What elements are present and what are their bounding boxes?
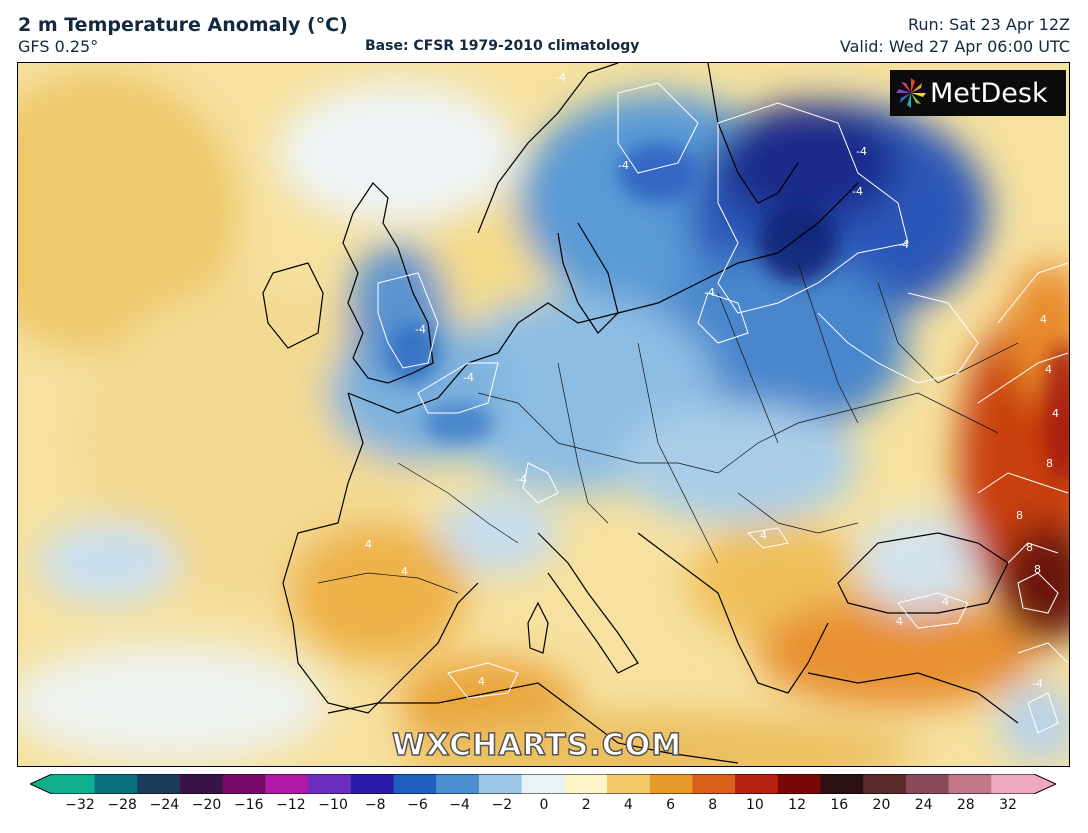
contour-label: 4 [1045,363,1052,376]
colorbar-segment [137,774,181,794]
colorbar-tick-label: 12 [788,797,806,813]
contour-label: -4 [704,286,715,299]
borders [317,262,1019,594]
colorbar-tick-label: 28 [956,797,975,813]
colorbar-segment [436,774,480,794]
colorbar-tick-label: −4 [449,797,470,813]
contour-label: 4 [1052,407,1059,420]
run-label: Run: Sat 23 Apr 12Z [907,15,1070,34]
pinwheel-icon [896,78,926,108]
colorbar-tick-label: 32 [999,797,1017,813]
colorbar-tick-label: 8 [708,797,718,813]
contour-label: -4 [618,159,629,172]
coastlines [262,63,1019,764]
colorbar-segment [393,774,437,794]
colorbar-segment [735,774,779,794]
contour-label: -4 [898,238,909,251]
colorbar-segment [350,774,395,794]
contour-label: -4 [463,371,474,384]
colorbar-tick-label: −10 [318,797,348,813]
anomaly-map: -4 -4 -4 -4 -4 -4 -4 -4 -4 -4 4 4 4 4 4 … [17,62,1070,767]
colorbar-tick-label: −8 [364,797,386,813]
contour-label: -4 [516,473,527,486]
watermark: WXCHARTS.COM [391,727,683,764]
colorbar-segment [180,774,224,794]
colorbar-tick-label: 0 [539,797,549,813]
colorbar-tick-label: −16 [233,797,264,813]
colorbar-tick-label: −20 [191,797,222,813]
colorbar-segment [863,774,907,794]
colorbar-segment [222,774,267,794]
colorbar [30,774,1056,794]
chart-title: 2 m Temperature Anomaly (°C) [18,14,348,36]
colorbar-segment [905,774,950,794]
contour-label: 4 [942,595,949,608]
logo-text: MetDesk [930,77,1048,109]
colorbar-tick-label: 6 [666,797,675,813]
colorbar-tick-label: −32 [65,797,95,813]
colorbar-segment [308,774,352,794]
colorbar-tick-label: 16 [830,797,849,813]
contour-label: -4 [856,145,867,158]
colorbar-segment [94,774,138,794]
contour-label: 8 [1016,509,1023,522]
colorbar-segment [649,774,694,794]
colorbar-tick-label: 10 [745,797,764,813]
contours [377,82,1069,734]
colorbar-segment [265,774,309,794]
contour-label: 4 [478,675,485,688]
colorbar-tick-label: 24 [914,797,933,813]
colorbar-segment [820,774,864,794]
contour-label: 8 [1034,563,1041,576]
contour-label: 8 [1026,541,1033,554]
colorbar-max-arrow [1034,774,1056,794]
colorbar-segment [607,774,651,794]
colorbar-tick-label: −28 [107,797,137,813]
model-label: GFS 0.25° [18,37,99,56]
colorbar-segment [478,774,523,794]
colorbar-tick-label: 20 [872,797,891,813]
climatology-base-label: Base: CFSR 1979-2010 climatology [365,38,640,54]
contour-label: 4 [401,565,408,578]
colorbar-tick-label: 4 [623,797,633,813]
colorbar-tick-label: −6 [407,797,428,813]
colorbar-segment [521,774,565,794]
contour-label: -4 [555,71,566,84]
colorbar-segment [948,774,992,794]
contour-labels: -4 -4 -4 -4 -4 -4 -4 -4 -4 -4 4 4 4 4 4 … [365,71,1059,690]
colorbar-tick-label: −2 [491,797,513,813]
colorbar-tick-label: 2 [581,797,591,813]
contour-label: -4 [1032,677,1043,690]
contour-label: 8 [1046,457,1053,470]
contour-label: 4 [365,538,372,551]
valid-time-label: Valid: Wed 27 Apr 06:00 UTC [839,37,1070,56]
contour-label: 4 [896,615,903,628]
contour-label: 4 [760,529,767,542]
colorbar-min-arrow [30,774,52,794]
colorbar-segment [991,774,1035,794]
colorbar-segment [52,774,96,794]
map-canvas: -4 -4 -4 -4 -4 -4 -4 -4 -4 -4 4 4 4 4 4 … [18,63,1069,766]
contour-label: -4 [415,323,426,336]
metdesk-logo: MetDesk [890,70,1066,116]
colorbar-segment [777,774,822,794]
colorbar-tick-label: −24 [149,797,180,813]
contour-label: -4 [852,185,863,198]
colorbar-segment [564,774,608,794]
colorbar-tick-label: −12 [276,797,306,813]
colorbar-ticks: −32 −28 −24 −20 −16 −12 −10 −8 −6 −4 −2 0 2 4 6 8 10 12 16… [0,797,1088,817]
contour-label: 4 [1040,313,1047,326]
colorbar-segment [692,774,736,794]
